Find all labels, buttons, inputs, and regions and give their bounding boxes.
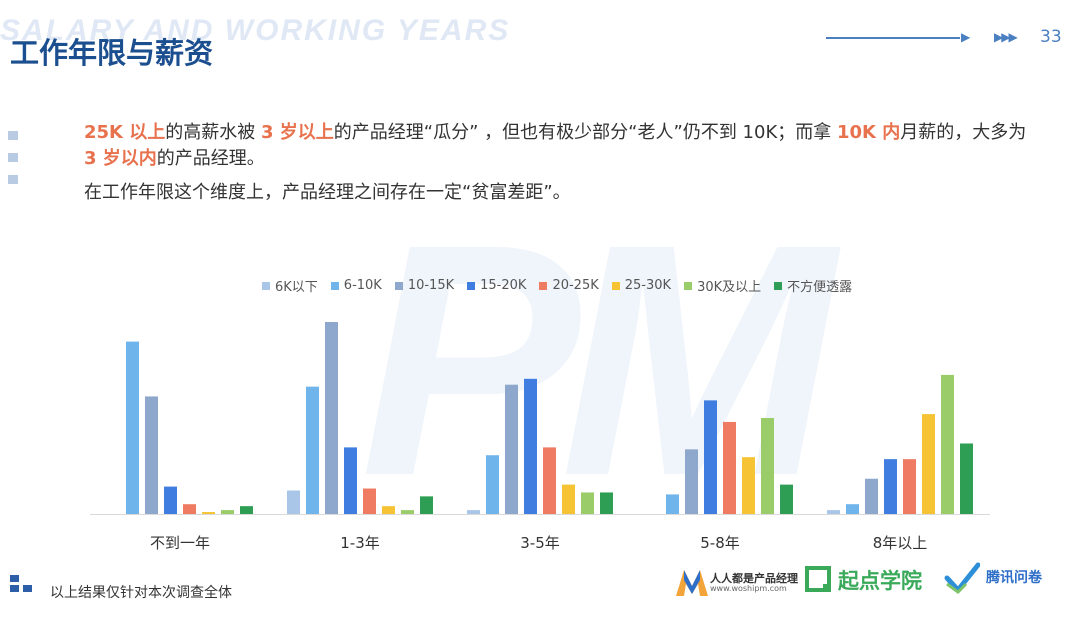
page-title: 工作年限与薪资 xyxy=(10,36,214,70)
legend-swatch xyxy=(467,281,476,290)
bar xyxy=(884,459,897,514)
qidian-logo: 起点学院 xyxy=(838,569,922,593)
bar xyxy=(420,496,433,514)
bar xyxy=(960,443,973,514)
bar xyxy=(903,459,916,514)
chart-legend: 6K以下 6-10K 10-15K 15-20K 20-25K 25-30K 30K及以上 不… xyxy=(262,276,852,295)
woshipm-logo xyxy=(676,568,708,600)
bar xyxy=(486,455,499,514)
header-rule xyxy=(826,37,960,39)
highlight-text: 10K 内 xyxy=(836,122,901,143)
body-text: 的高薪水被 xyxy=(165,122,261,143)
body-text: 的产品经理。 xyxy=(156,148,265,169)
x-tick-label: 8年以上 xyxy=(873,534,928,552)
woshipm-name: 人人都是产品经理 xyxy=(710,572,798,585)
bar xyxy=(543,447,556,514)
bar xyxy=(202,512,215,514)
bar xyxy=(164,486,177,514)
footnote: 以上结果仅针对本次调查全体 xyxy=(50,585,232,601)
bar xyxy=(126,341,139,514)
legend-swatch xyxy=(262,281,270,290)
legend-item: 6-10K xyxy=(330,276,382,295)
legend-swatch xyxy=(394,281,403,290)
x-tick-label: 5-8年 xyxy=(700,534,740,552)
bar xyxy=(240,506,253,514)
arrow-right-icon: ▶ xyxy=(961,30,971,44)
bar xyxy=(666,494,679,514)
tencent-logo: 腾讯问卷 xyxy=(986,570,1042,586)
legend-swatch xyxy=(684,281,693,290)
bar xyxy=(221,510,234,514)
bar xyxy=(685,449,698,514)
legend-label: 不方便透露 xyxy=(787,280,853,295)
legend-item: 6K以下 xyxy=(262,276,318,295)
woshipm-icon xyxy=(676,570,708,596)
woshipm-url: www.woshipm.com xyxy=(710,584,787,593)
pm-watermark: PM xyxy=(360,175,835,544)
body-text: 月薪的，大多为 xyxy=(900,122,1027,143)
legend-item: 30K及以上 xyxy=(684,276,761,295)
x-tick-label: 不到一年 xyxy=(150,534,210,552)
bar xyxy=(145,396,158,514)
legend-label: 10-15K xyxy=(407,278,455,293)
triple-arrow-icon: ▶▶▶ xyxy=(994,30,1018,44)
bar xyxy=(524,378,537,514)
bar xyxy=(183,504,196,514)
header-watermark-text: SALARY AND WORKING YEARS xyxy=(0,14,511,47)
bar xyxy=(723,421,736,514)
qidian-icon xyxy=(805,566,833,598)
bar xyxy=(467,510,480,514)
bar xyxy=(865,478,878,514)
bar xyxy=(562,484,575,514)
bar xyxy=(922,414,935,514)
x-tick-label: 1-3年 xyxy=(340,534,380,552)
legend-label: 6K以下 xyxy=(275,280,318,295)
legend-item: 不方便透露 xyxy=(774,276,852,295)
bar xyxy=(827,510,840,514)
bar xyxy=(325,322,338,514)
bar xyxy=(306,386,319,514)
legend-item: 20-25K xyxy=(539,276,599,295)
legend-label: 15-20K xyxy=(480,278,527,293)
legend-item: 25-30K xyxy=(611,276,672,295)
legend-label: 30K及以上 xyxy=(697,280,762,295)
check-icon xyxy=(944,562,981,598)
legend-swatch xyxy=(611,281,620,290)
legend-item: 10-15K xyxy=(394,276,455,295)
legend-item: 15-20K xyxy=(467,276,526,295)
bar xyxy=(401,510,414,514)
bar xyxy=(344,447,357,514)
body-text: 的产品经理“瓜分” ，但也有极少部分“老人”仍不到 10K；而拿 xyxy=(333,122,837,143)
bar xyxy=(581,492,594,514)
bar xyxy=(505,384,518,514)
x-tick-label: 3-5年 xyxy=(520,534,560,552)
bar xyxy=(742,457,755,514)
legend-swatch xyxy=(539,281,548,290)
bar xyxy=(941,374,954,514)
bar xyxy=(704,400,717,514)
summary-paragraph: 25K 以上的高薪水被 3 岁以上的产品经理“瓜分” ，但也有极少部分“老人”仍… xyxy=(84,120,1044,172)
legend-label: 25-30K xyxy=(624,278,672,293)
bar xyxy=(363,488,376,514)
legend-label: 20-25K xyxy=(552,278,599,293)
summary-line-2: 在工作年限这个维度上，产品经理之间存在一定“贫富差距”。 xyxy=(84,182,571,203)
highlight-text: 3 岁以上 xyxy=(261,122,334,143)
bar xyxy=(287,490,300,514)
bar xyxy=(846,504,859,514)
side-decoration xyxy=(8,131,18,197)
bar xyxy=(761,418,774,514)
page-number: 33 xyxy=(1040,27,1062,47)
highlight-text: 3 岁以内 xyxy=(84,148,157,169)
legend-swatch xyxy=(774,281,783,290)
legend-swatch xyxy=(330,281,339,290)
legend-label: 6-10K xyxy=(343,278,382,293)
highlight-text: 25K 以上 xyxy=(84,122,166,143)
bar xyxy=(780,484,793,514)
bar xyxy=(382,506,395,514)
bar xyxy=(600,492,613,514)
